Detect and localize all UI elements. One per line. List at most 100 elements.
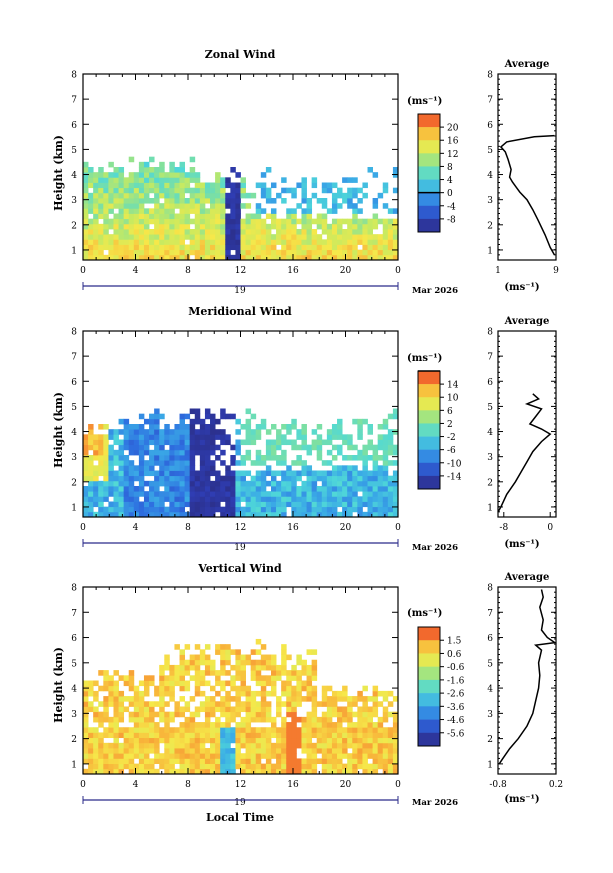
heatmap-cell xyxy=(138,413,145,420)
heatmap-cell xyxy=(93,501,99,508)
heatmap-cell xyxy=(118,198,125,204)
heatmap-cell xyxy=(306,475,313,482)
heatmap-cell xyxy=(179,167,186,173)
heatmap-cell xyxy=(337,486,343,492)
heatmap-cell xyxy=(179,182,186,189)
heatmap-cell xyxy=(255,239,262,245)
profile-y-tick-label: 8 xyxy=(487,71,493,81)
heatmap-cell xyxy=(143,711,150,718)
heatmap-cell xyxy=(184,732,191,739)
heatmap-cell xyxy=(149,418,155,425)
heatmap-cell xyxy=(204,696,211,702)
heatmap-cell xyxy=(245,249,252,256)
heatmap-cell xyxy=(199,737,206,744)
heatmap-cell xyxy=(337,418,343,425)
heatmap-cell xyxy=(331,424,338,430)
heatmap-cells xyxy=(83,638,399,775)
heatmap-cell xyxy=(179,758,186,765)
heatmap-cell xyxy=(352,753,358,759)
heatmap-cell xyxy=(169,198,175,204)
heatmap-cell xyxy=(301,685,307,692)
heatmap-cell xyxy=(347,198,353,204)
heatmap-cell xyxy=(194,506,201,513)
heatmap-cell xyxy=(103,234,109,240)
heatmap-cell xyxy=(88,172,94,178)
heatmap-cell xyxy=(143,511,150,518)
heatmap-cell xyxy=(311,192,318,199)
heatmap-cell xyxy=(250,213,257,220)
heatmap-cell xyxy=(316,732,323,739)
heatmap-cell xyxy=(296,501,302,508)
heatmap-cell xyxy=(382,418,389,425)
heatmap-cell xyxy=(189,460,196,466)
heatmap-cell xyxy=(240,480,246,487)
heatmap-cell xyxy=(204,439,211,446)
heatmap-cell xyxy=(306,763,313,770)
heatmap-cell xyxy=(93,486,99,492)
heatmap-cell xyxy=(255,455,262,461)
heatmap-cell xyxy=(133,239,140,245)
heatmap-cell xyxy=(199,748,206,754)
heatmap-cell xyxy=(387,711,394,718)
heatmap-cell xyxy=(194,675,201,681)
heatmap-cell xyxy=(118,763,125,770)
heatmap-cell xyxy=(291,685,297,692)
heatmap-cell xyxy=(286,501,292,508)
heatmap-cell xyxy=(108,511,114,518)
heatmap-cell xyxy=(311,444,318,451)
heatmap-cell xyxy=(367,506,373,513)
heatmap-cell xyxy=(306,244,313,251)
heatmap-cell xyxy=(230,475,236,482)
heatmap-cell xyxy=(143,161,150,168)
heatmap-cell xyxy=(276,758,282,765)
heatmap-cell xyxy=(154,203,160,209)
heatmap-cell xyxy=(164,742,170,749)
heatmap-cell xyxy=(204,644,211,650)
heatmap-cell xyxy=(306,716,313,723)
heatmap-cell xyxy=(316,722,323,728)
heatmap-cell xyxy=(255,475,262,482)
heatmap-cell xyxy=(342,732,348,739)
heatmap-cell xyxy=(240,234,246,240)
heatmap-cell xyxy=(93,716,99,723)
heatmap-cell xyxy=(179,496,186,502)
heatmap-cell xyxy=(352,223,358,230)
heatmap-cell xyxy=(128,239,135,245)
heatmap-cell xyxy=(326,460,333,466)
heatmap-cell xyxy=(342,768,348,775)
heatmap-cell xyxy=(286,254,292,261)
y-tick-label: 3 xyxy=(71,196,77,206)
heatmap-cell xyxy=(113,213,119,220)
heatmap-cell xyxy=(387,763,394,770)
heatmap-cell xyxy=(133,511,140,518)
heatmap-cell xyxy=(108,434,114,440)
heatmap-cell xyxy=(301,182,307,189)
heatmap-cell xyxy=(149,675,155,681)
heatmap-cell xyxy=(347,506,353,513)
heatmap-cell xyxy=(306,254,313,261)
heatmap-cell xyxy=(118,711,125,718)
heatmap-cell xyxy=(138,192,145,199)
heatmap-cell xyxy=(210,460,216,466)
heatmap-cell xyxy=(118,753,125,759)
heatmap-cell xyxy=(123,758,130,765)
heatmap-cell xyxy=(367,429,373,435)
heatmap-cell xyxy=(204,491,211,497)
heatmap-cell xyxy=(179,654,186,661)
heatmap-cell xyxy=(164,192,170,199)
heatmap-cell xyxy=(306,491,313,497)
heatmap-cell xyxy=(326,753,333,759)
heatmap-cell xyxy=(133,198,140,204)
heatmap-cell xyxy=(265,701,272,707)
heatmap-cell xyxy=(88,192,94,199)
heatmap-cell xyxy=(392,254,399,261)
heatmap-cell xyxy=(387,501,394,508)
heatmap-cell xyxy=(103,177,109,183)
heatmap-cell xyxy=(164,758,170,765)
heatmap-cell xyxy=(387,701,394,707)
heatmap-cell xyxy=(220,213,226,220)
profile-y-tick-label: 6 xyxy=(487,634,493,644)
heatmap-cell xyxy=(83,737,89,744)
heatmap-cell xyxy=(260,455,267,461)
